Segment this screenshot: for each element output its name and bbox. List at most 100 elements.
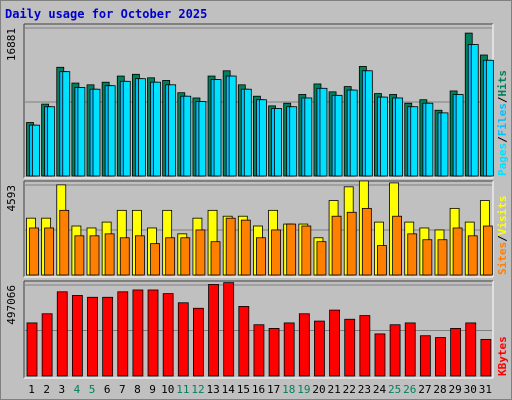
bar-pages-day-28: [440, 112, 449, 177]
bar-pages-day-5: [92, 88, 101, 177]
y-axis-max-label: 16881: [5, 28, 18, 61]
x-tick-day-22: 22: [343, 383, 356, 396]
bar-sites-day-30: [467, 235, 478, 276]
bar-pages-day-9: [153, 81, 161, 177]
bar-pages-day-27: [425, 102, 434, 177]
bar-pages-day-23: [364, 70, 373, 177]
bar-pages-day-15: [243, 88, 252, 177]
x-tick-day-3: 3: [59, 383, 66, 396]
bar-kbytes-day-3: [56, 291, 68, 377]
x-tick-day-1: 1: [28, 383, 35, 396]
bar-kbytes-day-7: [117, 291, 129, 377]
bar-sites-day-23: [361, 207, 372, 276]
bar-kbytes-day-26: [404, 322, 416, 377]
x-tick-day-9: 9: [149, 383, 156, 396]
bar-sites-day-22: [346, 211, 357, 276]
x-tick-day-24: 24: [373, 383, 387, 396]
bar-pages-day-17: [274, 108, 282, 177]
x-tick-day-16: 16: [252, 383, 265, 396]
x-tick-day-8: 8: [134, 383, 141, 396]
bar-sites-day-16: [256, 237, 266, 276]
bar-pages-day-16: [259, 99, 267, 177]
x-tick-day-30: 30: [464, 383, 477, 396]
bar-pages-day-2: [47, 106, 56, 177]
bar-kbytes-day-2: [41, 313, 53, 377]
bar-kbytes-day-18: [283, 322, 295, 377]
x-tick-day-20: 20: [312, 383, 325, 396]
x-tick-day-25: 25: [388, 383, 401, 396]
x-tick-day-11: 11: [176, 383, 189, 396]
bar-sites-day-6: [104, 233, 115, 276]
x-tick-day-18: 18: [282, 383, 295, 396]
bar-pages-day-11: [183, 95, 192, 177]
bar-kbytes-day-27: [419, 335, 431, 377]
bar-sites-day-8: [135, 235, 145, 276]
bar-kbytes-day-1: [26, 322, 38, 377]
y-axis-max-label: 497066: [5, 285, 18, 325]
bar-sites-day-1: [29, 227, 39, 276]
bar-pages-day-20: [319, 87, 328, 177]
bar-kbytes-day-25: [389, 324, 401, 377]
x-tick-day-23: 23: [358, 383, 371, 396]
legend-separator: /: [496, 235, 509, 242]
x-tick-day-15: 15: [237, 383, 250, 396]
legend-kbytes: KBytes: [496, 336, 509, 376]
bar-sites-day-20: [316, 241, 327, 276]
bar-pages-day-12: [198, 101, 207, 177]
bar-kbytes-day-4: [71, 295, 83, 377]
y-axis-max-label: 4593: [5, 185, 18, 212]
bar-kbytes-day-17: [268, 328, 280, 377]
x-tick-day-21: 21: [328, 383, 341, 396]
bar-pages-day-1: [32, 124, 40, 177]
bar-pages-day-22: [349, 89, 358, 177]
bar-pages-day-14: [228, 75, 237, 177]
x-tick-day-7: 7: [119, 383, 126, 396]
x-tick-day-12: 12: [191, 383, 204, 396]
bar-sites-day-2: [44, 227, 55, 276]
x-tick-day-6: 6: [104, 383, 111, 396]
bar-sites-day-31: [482, 225, 493, 276]
x-tick-day-28: 28: [433, 383, 446, 396]
bar-sites-day-10: [165, 237, 176, 276]
legend-hits-files-pages: Pages/Files/Hits: [496, 70, 509, 176]
bar-kbytes-day-19: [298, 313, 310, 377]
bar-kbytes-day-13: [208, 284, 219, 377]
graph-title: Daily usage for October 2025: [5, 7, 208, 21]
bar-kbytes-day-12: [193, 307, 204, 377]
bar-pages-day-19: [304, 97, 313, 177]
x-tick-day-5: 5: [89, 383, 96, 396]
bar-kbytes-day-16: [253, 324, 265, 377]
bar-pages-day-10: [168, 84, 177, 177]
bar-kbytes-day-30: [465, 322, 477, 377]
bar-kbytes-day-23: [359, 315, 371, 377]
bar-pages-day-7: [122, 80, 131, 177]
legend-visits: Visits: [496, 196, 509, 236]
bar-pages-day-4: [77, 87, 86, 177]
x-tick-day-13: 13: [206, 383, 219, 396]
x-tick-day-2: 2: [43, 383, 50, 396]
bar-pages-day-18: [289, 106, 298, 177]
bar-sites-day-11: [180, 237, 191, 276]
bar-pages-day-24: [380, 96, 388, 177]
legend-sites: Sites: [496, 242, 509, 275]
bar-sites-day-27: [422, 239, 433, 276]
bar-pages-day-30: [470, 44, 479, 177]
bar-sites-day-18: [286, 223, 297, 276]
x-tick-day-10: 10: [161, 383, 174, 396]
legend-visits-sites: Sites/Visits: [496, 196, 509, 276]
bar-sites-day-4: [74, 235, 85, 276]
bar-sites-day-14: [225, 217, 236, 276]
x-tick-day-31: 31: [479, 383, 492, 396]
x-tick-day-4: 4: [74, 383, 81, 396]
bar-pages-day-26: [410, 106, 419, 177]
legend-kbytes: KBytes: [496, 336, 509, 376]
bar-kbytes-day-24: [374, 333, 386, 377]
bar-sites-day-28: [437, 239, 448, 276]
x-tick-day-26: 26: [403, 383, 416, 396]
bar-kbytes-day-29: [450, 328, 462, 377]
legend-hits: Hits: [496, 70, 509, 97]
bar-sites-day-21: [331, 215, 342, 276]
bar-pages-day-25: [395, 97, 403, 177]
